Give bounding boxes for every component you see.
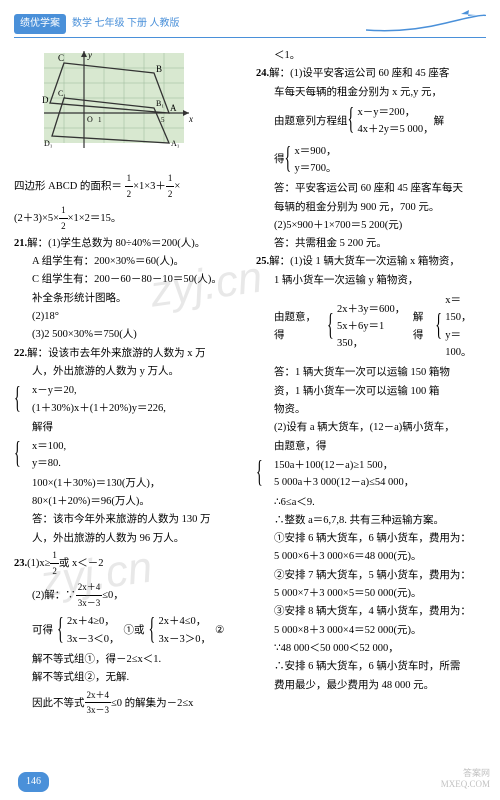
p21-fill: 补全条形统计图略。: [14, 290, 244, 307]
p25-o3b: 5 000×8＋3 000×4＝52 000(元)。: [256, 622, 486, 639]
page-number: 146: [18, 772, 49, 792]
p21-2: (2)18°: [14, 308, 244, 325]
svg-text:D₁: D₁: [44, 139, 53, 148]
p24-p2: (2)5×900＋1×700＝5 200(元): [256, 217, 486, 234]
p23-final: 因此不等式2x＋43x－3≤0 的解集为－2≤x: [14, 688, 244, 719]
p25-cmp: ∵48 000＜50 000＜52 000，: [256, 640, 486, 657]
svg-text:B: B: [156, 64, 162, 74]
p22-a2: 人，外出旅游的人数为 96 万人。: [14, 530, 244, 547]
p21: 21.解：(1)学生总数为 80÷40%＝200(人)。: [14, 235, 244, 252]
svg-text:B₁: B₁: [156, 99, 164, 108]
p25-f2: 费用最少，最少费用为 48 000 元。: [256, 677, 486, 694]
p25-f1: ∴安排 6 辆大货车，6 辆小货车时，所需: [256, 658, 486, 675]
p22-c2: 80×(1＋20%)＝96(万人)。: [14, 493, 244, 510]
right-column: ＜1。 24.解：(1)设平安客运公司 60 座和 45 座客 车每天每辆的租金…: [256, 46, 486, 719]
p24-p2a: 答：共需租金 5 200 元。: [256, 235, 486, 252]
p24: 24.解：(1)设平安客运公司 60 座和 45 座客: [256, 65, 486, 82]
p25-o2a: ②安排 7 辆大货车，5 辆小货车，费用为：: [256, 567, 486, 584]
content-columns: C B D O A x y C₁ B₁ D₁ A₁ 1 5 四边形 ABCD 的…: [14, 46, 486, 719]
p23-s1: 解不等式组①，得－2≤x＜1.: [14, 651, 244, 668]
p22-c1: 100×(1＋30%)＝130(万人)，: [14, 475, 244, 492]
p25-p2-2: 由题意，得: [256, 438, 486, 455]
p25-a3: 物资。: [256, 401, 486, 418]
p23-2: (2)解：∵2x＋43x－3≤0，: [14, 580, 244, 611]
p25-o3a: ③安排 8 辆大货车，4 辆小货车，费用为：: [256, 603, 486, 620]
svg-text:C₁: C₁: [58, 89, 66, 98]
svg-text:5: 5: [161, 116, 165, 124]
p22: 22.解：设该市去年外来旅游的人数为 x 万: [14, 345, 244, 362]
p22-a1: 答：该市今年外来旅游的人数为 130 万: [14, 511, 244, 528]
p21-a: A 组学生有：200×30%＝60(人)。: [14, 253, 244, 270]
left-column: C B D O A x y C₁ B₁ D₁ A₁ 1 5 四边形 ABCD 的…: [14, 46, 244, 719]
svg-text:C: C: [58, 53, 64, 63]
p22-result: x＝100, y＝80.: [14, 438, 244, 473]
abcd-area-line: 四边形 ABCD 的面积＝ 12×1×3＋12×: [14, 171, 244, 202]
p25-a1: 答：1 辆大货车一次可以运输 150 箱物: [256, 364, 486, 381]
p21-3: (3)2 500×30%＝750(人): [14, 326, 244, 343]
svg-text:A: A: [170, 103, 177, 113]
abcd-area-line2: (2＋3)×5×12×1×2＝15。: [14, 203, 244, 234]
svg-text:y: y: [87, 50, 92, 60]
p25-ineq: 150a＋100(12－a)≥1 500， 5 000a＋3 000(12－a)…: [256, 457, 486, 492]
p25-a2: 资，1 辆小货车一次可以运输 100 箱: [256, 383, 486, 400]
corner-mark: 答案网 MXEQ.COM: [441, 768, 490, 790]
header-badge: 绩优学案: [14, 14, 66, 34]
header-decoration: [366, 8, 486, 38]
p24-res: 得 x＝900， y＝700。: [256, 141, 486, 180]
p23-s2: 解不等式组②，无解.: [14, 669, 244, 686]
p22-system: x－y＝20, (1＋30%)x＋(1＋20%)y＝226,: [14, 382, 244, 417]
p23-1: 23.(1)x≥12或 x＜－2: [14, 548, 244, 579]
p25-o1b: 5 000×6＋3 000×6＝48 000(元)。: [256, 548, 486, 565]
p25-o1a: ①安排 6 辆大货车，6 辆小货车，费用为：: [256, 530, 486, 547]
top-cont: ＜1。: [256, 47, 486, 64]
p24-2: 车每天每辆的租金分别为 x 元,y 元，: [256, 84, 486, 101]
p25: 25.解：(1)设 1 辆大货车一次运输 x 箱物资，: [256, 253, 486, 270]
svg-text:1: 1: [98, 116, 102, 124]
p23-groups: 可得 2x＋4≥0， 3x－3＜0， ①或 2x＋4≤0， 3x－3＞0， ②: [14, 611, 244, 650]
p24-a2: 每辆的租金分别为 900 元，700 元。: [256, 199, 486, 216]
p25-2: 1 辆小货车一次运输 y 箱物资，: [256, 272, 486, 289]
svg-text:x: x: [188, 114, 193, 124]
p25-sys: 由题意，得 2x＋3y＝600， 5x＋6y＝1 350， 解得 x＝150， …: [256, 290, 486, 363]
coordinate-graph: C B D O A x y C₁ B₁ D₁ A₁ 1 5: [34, 48, 194, 158]
svg-text:A₁: A₁: [171, 139, 180, 148]
header-subject: 数学 七年级 下册 人教版: [72, 16, 180, 32]
p25-o2b: 5 000×7＋3 000×5＝50 000(元)。: [256, 585, 486, 602]
p25-int: ∴整数 a＝6,7,8. 共有三种运输方案。: [256, 512, 486, 529]
p21-c: C 组学生有：200－60－80－10＝50(人)。: [14, 271, 244, 288]
page-container: 绩优学案 数学 七年级 下册 人教版: [0, 0, 500, 800]
p22-2: 人，外出旅游的人数为 y 万人。: [14, 363, 244, 380]
svg-text:O: O: [87, 115, 93, 124]
page-header: 绩优学案 数学 七年级 下册 人教版: [14, 10, 486, 38]
p25-range: ∴6≤a＜9.: [256, 494, 486, 511]
p25-p2-1: (2)设有 a 辆大货车，(12－a)辆小货车，: [256, 419, 486, 436]
p22-get: 解得: [14, 419, 244, 436]
svg-text:D: D: [42, 95, 49, 105]
